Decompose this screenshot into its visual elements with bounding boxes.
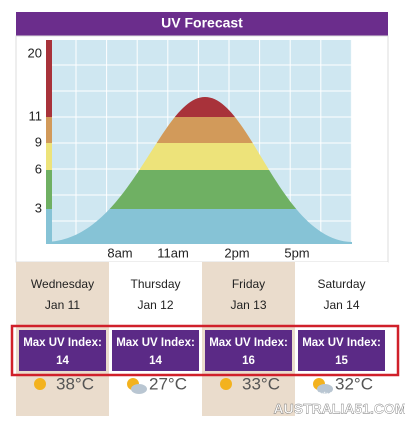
uv-value: 16 — [242, 355, 255, 367]
watermark-site: AUSTRALIA51.COM — [273, 401, 405, 416]
uv-box — [298, 330, 385, 371]
uv-box — [205, 330, 292, 371]
day-date: Jan 13 — [230, 298, 266, 312]
day-date: Jan 12 — [137, 298, 173, 312]
weather-cloud — [131, 384, 147, 394]
weather-sun — [220, 378, 232, 390]
uv-box — [19, 330, 106, 371]
uv-box — [112, 330, 199, 371]
uv-label: Max UV Index: — [302, 337, 381, 349]
y-tick-label: 20 — [28, 45, 42, 60]
day-name: Friday — [232, 277, 265, 291]
x-tick-label: 11am — [157, 245, 189, 260]
uv-label: Max UV Index: — [116, 337, 195, 349]
day-name: Thursday — [130, 277, 180, 291]
uv-value: 14 — [149, 355, 162, 367]
temperature: 33°C — [242, 374, 280, 393]
weather-cloud — [317, 384, 333, 394]
weather-sun — [34, 378, 46, 390]
day-name: Wednesday — [31, 277, 94, 291]
y-tick-label: 11 — [29, 108, 43, 123]
highlight-box — [10, 324, 400, 377]
header-bar — [16, 12, 388, 36]
day-date: Jan 11 — [45, 298, 80, 312]
uv-label: Max UV Index: — [23, 337, 102, 349]
title: UV Forecast — [161, 15, 243, 31]
watermark-cn: 澳洲无忧 — [318, 390, 362, 404]
y-tick-label: 6 — [35, 161, 42, 176]
y-tick-label: 3 — [35, 200, 42, 215]
temperature: 27°C — [149, 374, 187, 393]
x-tick-label: 2pm — [224, 245, 249, 260]
day-name: Saturday — [317, 277, 365, 291]
temperature: 38°C — [56, 374, 94, 393]
temperature: 32°C — [335, 374, 373, 393]
uv-scale — [46, 40, 52, 244]
y-tick-label: 9 — [35, 134, 42, 149]
uv-label: Max UV Index: — [209, 337, 288, 349]
x-tick-label: 5pm — [284, 245, 309, 260]
day-date: Jan 14 — [323, 298, 359, 312]
uv-value: 14 — [56, 355, 69, 367]
x-tick-label: 8am — [107, 245, 132, 260]
uv-value: 15 — [335, 355, 348, 367]
